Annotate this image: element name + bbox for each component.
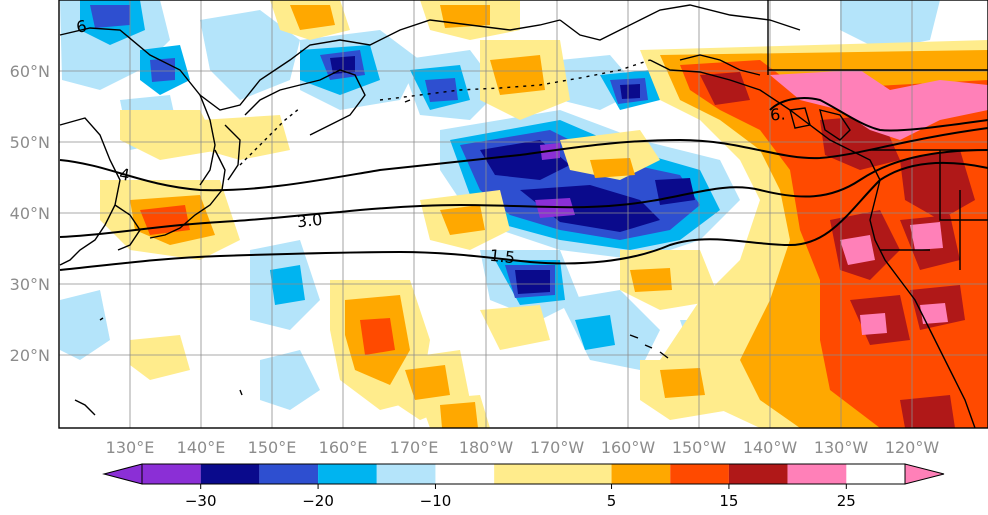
colorbar-segment xyxy=(611,464,671,484)
contour-1-5-line xyxy=(59,162,988,271)
colorbar-tick-label: 25 xyxy=(837,492,856,510)
lat-label: 30°N xyxy=(10,275,50,294)
latitude-labels: 60°N 50°N 40°N 30°N 20°N xyxy=(10,62,50,365)
colorbar-segment xyxy=(494,464,612,484)
colorbar-tick-label: −10 xyxy=(420,492,452,510)
lon-label: 150°W xyxy=(672,438,727,457)
contour-lines xyxy=(59,97,988,271)
graticule xyxy=(59,0,988,428)
contour-label: 1.5 xyxy=(489,246,516,268)
colorbar-segment xyxy=(670,464,729,484)
longitude-labels: 130°E 140°E 150°E 160°E 170°E 180°W 170°W 160°W… xyxy=(106,438,940,457)
anomaly-shading xyxy=(59,0,988,428)
lat-label: 50°N xyxy=(10,133,50,152)
lat-label: 60°N xyxy=(10,62,50,81)
lat-label: 40°N xyxy=(10,204,50,223)
colorbar-segment xyxy=(142,464,201,484)
colorbar xyxy=(102,463,945,485)
lon-label: 160°W xyxy=(601,438,656,457)
colorbar-segment xyxy=(259,464,319,484)
colorbar-tick-label: 5 xyxy=(607,492,617,510)
colorbar-segment xyxy=(787,464,847,484)
colorbar-segment xyxy=(318,464,377,484)
colorbar-tick-label: −20 xyxy=(302,492,334,510)
contour-label: 4 xyxy=(118,164,131,184)
colorbar-tick-label: −30 xyxy=(185,492,217,510)
contour-6-line xyxy=(769,97,988,132)
colorbar-extend-max xyxy=(904,463,945,485)
lon-label: 130°W xyxy=(814,438,869,457)
lon-label: 180°W xyxy=(459,438,514,457)
colorbar-segment xyxy=(728,464,788,484)
lon-label: 130°E xyxy=(106,438,155,457)
lon-label: 160°E xyxy=(319,438,368,457)
lon-label: 140°E xyxy=(177,438,226,457)
lon-label: 170°E xyxy=(390,438,439,457)
contour-label: 6 xyxy=(75,16,88,36)
lon-label: 140°W xyxy=(743,438,798,457)
colorbar-ticks: −30 −20 −10 5 15 25 xyxy=(185,484,856,510)
contour-3-line xyxy=(59,149,988,238)
contour-4-line xyxy=(59,127,988,192)
contour-label: 6. xyxy=(769,104,786,124)
lon-label: 120°W xyxy=(885,438,940,457)
colorbar-segment xyxy=(435,464,495,484)
colorbar-extend-min xyxy=(102,463,143,485)
lon-label: 150°E xyxy=(248,438,297,457)
colorbar-segment xyxy=(200,464,260,484)
contour-labels: 3.0 1.5 4 6. 6 xyxy=(75,16,786,268)
map-frame xyxy=(58,0,988,429)
colorbar-segment xyxy=(376,464,436,484)
contour-label: 3.0 xyxy=(296,210,323,232)
colorbar-tick-label: 15 xyxy=(719,492,738,510)
lat-label: 20°N xyxy=(10,346,50,365)
lon-label: 170°W xyxy=(530,438,585,457)
colorbar-frame xyxy=(141,463,906,485)
